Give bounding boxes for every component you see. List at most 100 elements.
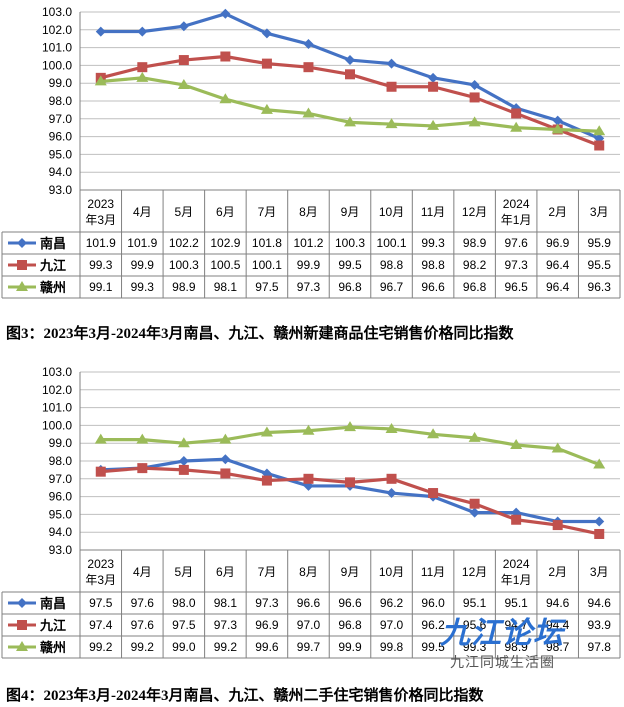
data-point: [220, 454, 231, 465]
data-label: 98.8: [421, 258, 445, 272]
data-label: 96.2: [380, 596, 404, 610]
data-label: 97.5: [89, 596, 113, 610]
series-南昌: [95, 454, 605, 527]
data-label: 96.0: [421, 596, 445, 610]
y-tick-label: 93.0: [49, 183, 73, 197]
data-point: [178, 55, 189, 66]
data-label: 99.3: [131, 280, 155, 294]
data-point: [593, 125, 606, 136]
data-label: 99.1: [89, 280, 113, 294]
data-label: 99.6: [255, 640, 279, 654]
data-point: [468, 431, 481, 442]
data-point: [386, 58, 397, 69]
series-line: [100, 425, 600, 467]
data-point: [303, 39, 314, 50]
data-label: 99.2: [131, 640, 155, 654]
watermark-subtitle: 九江同城生活圈: [450, 655, 555, 671]
data-point: [428, 81, 439, 92]
data-point: [510, 121, 523, 132]
data-point: [386, 81, 397, 92]
x-tick-label: 5月: [175, 205, 194, 219]
x-tick-label: 6月: [216, 205, 235, 219]
data-point: [303, 62, 314, 73]
data-point: [95, 466, 106, 477]
data-label: 94.6: [588, 596, 612, 610]
data-label: 100.1: [377, 236, 407, 250]
data-label: 96.7: [380, 280, 404, 294]
legend-key-marker: [17, 260, 27, 270]
legend-series-name: 赣州: [40, 640, 66, 655]
data-label: 96.4: [546, 258, 570, 272]
data-point: [594, 140, 605, 151]
legend-series-name: 南昌: [40, 596, 66, 611]
data-label: 94.4: [546, 618, 570, 632]
x-tick-label: 12月: [462, 565, 487, 579]
y-tick-label: 94.0: [49, 165, 73, 179]
chart-caption-secondhand-housing: 图4：2023年3月-2024年3月南昌、九江、赣州二手住宅销售价格同比指数: [6, 688, 484, 704]
data-label: 99.3: [421, 236, 445, 250]
legend-key-marker: [16, 281, 28, 291]
data-point: [220, 468, 231, 479]
data-label: 97.5: [172, 618, 196, 632]
data-label: 99.9: [131, 258, 155, 272]
data-point: [94, 75, 107, 86]
x-tick-label: 11月: [421, 565, 445, 579]
legend-key-marker: [17, 598, 27, 608]
x-tick-label: 2月: [548, 205, 567, 219]
data-label: 97.5: [255, 280, 279, 294]
y-tick-label: 98.0: [49, 94, 73, 108]
data-label: 97.3: [297, 280, 321, 294]
x-tick-label-year: 2023: [87, 197, 114, 211]
data-point: [386, 473, 397, 484]
data-point: [552, 115, 563, 126]
series-赣州: [94, 421, 606, 469]
x-tick-label: 8月: [299, 205, 318, 219]
chart-caption-new-housing: 图3：2023年3月-2024年3月南昌、九江、赣州新建商品住宅销售价格同比指数: [6, 326, 514, 342]
data-point: [303, 473, 314, 484]
y-tick-label: 99.0: [49, 436, 73, 450]
chart-svg: 93.0 94.0 95.0 96.0 97.0 98.0 99.0 100.0 101.0 10…: [1, 365, 621, 659]
data-label: 98.9: [172, 280, 196, 294]
data-point: [345, 477, 355, 488]
legend-series-name: 赣州: [40, 280, 66, 295]
x-tick-label: 9月: [341, 205, 360, 219]
x-tick-label: 3月: [590, 565, 609, 579]
data-label: 97.4: [89, 618, 113, 632]
y-tick-label: 98.0: [49, 454, 73, 468]
chart-new-housing: 93.0 94.0 95.0 96.0 97.0 98.0 99.0 100.0 101.0 10…: [0, 0, 624, 320]
x-tick-label: 4月: [133, 205, 152, 219]
y-tick-label: 96.0: [49, 130, 73, 144]
data-label: 100.1: [252, 258, 282, 272]
data-point: [178, 456, 189, 466]
data-label: 96.3: [588, 280, 612, 294]
watermark: 九江论坛 九江同城生活圈: [440, 608, 590, 678]
data-label: 97.3: [214, 618, 238, 632]
data-point: [427, 428, 440, 439]
chart-svg: 93.0 94.0 95.0 96.0 97.0 98.0 99.0 100.0 101.0 10…: [1, 5, 621, 299]
y-tick-label: 97.0: [49, 112, 73, 126]
x-tick-label: 年1月: [501, 213, 532, 227]
legend-key-marker: [17, 238, 27, 248]
data-point: [469, 507, 480, 518]
y-tick-label: 95.0: [49, 507, 73, 521]
data-label: 101.9: [127, 236, 157, 250]
data-point: [302, 424, 315, 435]
data-label: 96.6: [297, 596, 321, 610]
x-tick-label: 10月: [379, 565, 404, 579]
data-label: 96.2: [421, 618, 445, 632]
data-label: 95.9: [588, 236, 612, 250]
y-tick-label: 103.0: [42, 5, 72, 19]
legend-series-name: 南昌: [40, 236, 66, 251]
x-tick-label: 11月: [421, 205, 445, 219]
data-point: [177, 437, 190, 448]
data-point: [136, 71, 149, 82]
data-label: 97.0: [297, 618, 321, 632]
y-tick-label: 103.0: [42, 365, 72, 379]
data-point: [302, 107, 315, 118]
data-label: 98.2: [463, 258, 487, 272]
data-label: 98.9: [504, 640, 528, 654]
data-point: [468, 116, 481, 127]
data-point: [511, 108, 522, 119]
x-tick-label: 10月: [379, 205, 404, 219]
data-label: 94.6: [546, 596, 570, 610]
